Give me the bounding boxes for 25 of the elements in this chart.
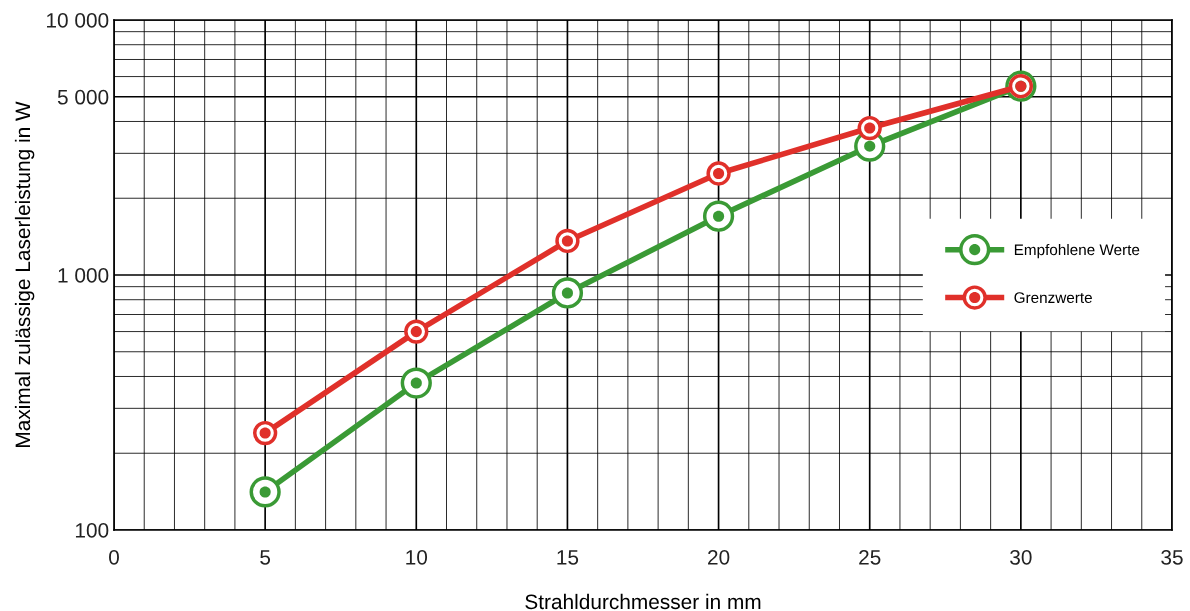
y-tick-label: 10 000	[47, 13, 109, 28]
x-tick-label: 15	[557, 550, 579, 565]
point	[400, 367, 432, 399]
x-tick-label: 0	[109, 549, 119, 565]
point	[252, 420, 278, 446]
y-axis-title: Maximal zulässige Laserleistung in W	[14, 101, 35, 447]
y-tick-label: 1 000	[58, 268, 109, 283]
point	[555, 228, 580, 254]
x-tick-label: 20	[708, 549, 730, 565]
legend-label: Grenzwerte	[1014, 292, 1092, 304]
point	[404, 319, 429, 344]
point	[706, 161, 731, 186]
x-tick-label: 10	[406, 549, 428, 565]
point	[249, 476, 281, 508]
x-tick-label: 5	[260, 550, 271, 565]
point	[702, 200, 735, 232]
point	[857, 115, 882, 141]
y-tick-label: 5 000	[57, 89, 109, 105]
x-axis-title: Strahldurchmesser in mm	[525, 593, 761, 610]
x-tick-label: 35	[1161, 549, 1183, 565]
y-tick-label: 100	[75, 523, 109, 538]
x-tick-label: 25	[859, 549, 881, 565]
legend-label: Empfohlene Werte	[1014, 243, 1140, 259]
x-tick-label: 30	[1010, 549, 1032, 565]
point	[551, 277, 584, 309]
